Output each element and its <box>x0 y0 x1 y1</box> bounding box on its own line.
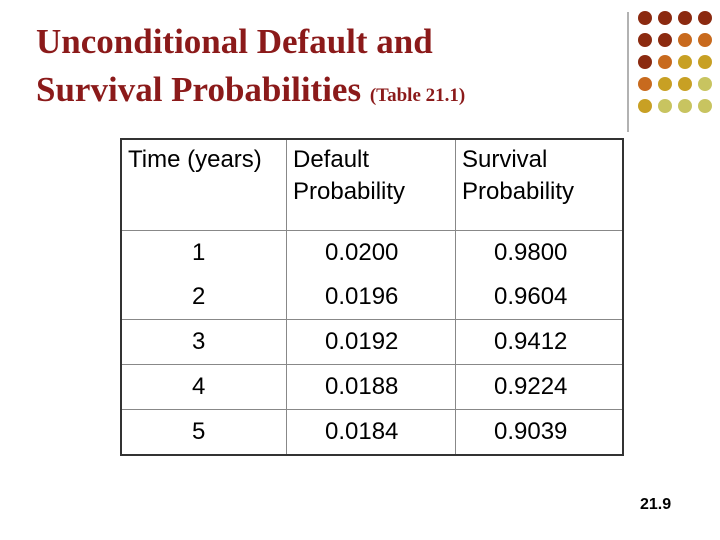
table-cell: 0.0184 <box>286 409 456 455</box>
table-cell: 0.0200 <box>286 230 456 275</box>
dot-grid <box>638 11 712 113</box>
table-cell: 0.9039 <box>455 409 623 455</box>
header-cell: Time (years) <box>128 146 262 173</box>
table-row: 4 0.0188 0.9224 <box>121 364 623 410</box>
table-cell: 0.0196 <box>286 275 456 320</box>
table-cell: 4 <box>121 364 287 410</box>
title-line: Unconditional Default and <box>36 22 433 61</box>
table-row: 5 0.0184 0.9039 <box>121 409 623 455</box>
slide-title: Unconditional Default and Survival Proba… <box>36 18 465 120</box>
table-cell: 3 <box>121 319 287 365</box>
table-row: 2 0.0196 0.9604 <box>121 275 623 320</box>
title-line: Survival Probabilities <box>36 70 362 109</box>
table-cell: 0.0188 <box>286 364 456 410</box>
probability-table: Time (years) Default Probability Surviva… <box>120 138 624 456</box>
table-cell: 0.9604 <box>455 275 623 320</box>
header-cell: Survival Probability <box>455 139 623 231</box>
table-cell: 5 <box>121 409 287 455</box>
table-cell: 1 <box>121 230 287 275</box>
table-cell: 0.0192 <box>286 319 456 365</box>
table-cell: 2 <box>192 283 206 310</box>
table-cell: 0.9412 <box>455 319 623 365</box>
header-cell: Default Probability <box>286 139 456 231</box>
table-cell: 0.9224 <box>455 364 623 410</box>
table-row: 3 0.0192 0.9412 <box>121 319 623 365</box>
table-reference: (Table 21.1) <box>369 85 466 106</box>
table-row: 1 0.0200 0.9800 <box>121 230 623 275</box>
decoration <box>627 11 712 132</box>
page-number: 21.9 <box>640 496 672 513</box>
header-row: Time (years) Default Probability Surviva… <box>121 139 623 231</box>
table-cell: 0.9800 <box>455 230 623 275</box>
